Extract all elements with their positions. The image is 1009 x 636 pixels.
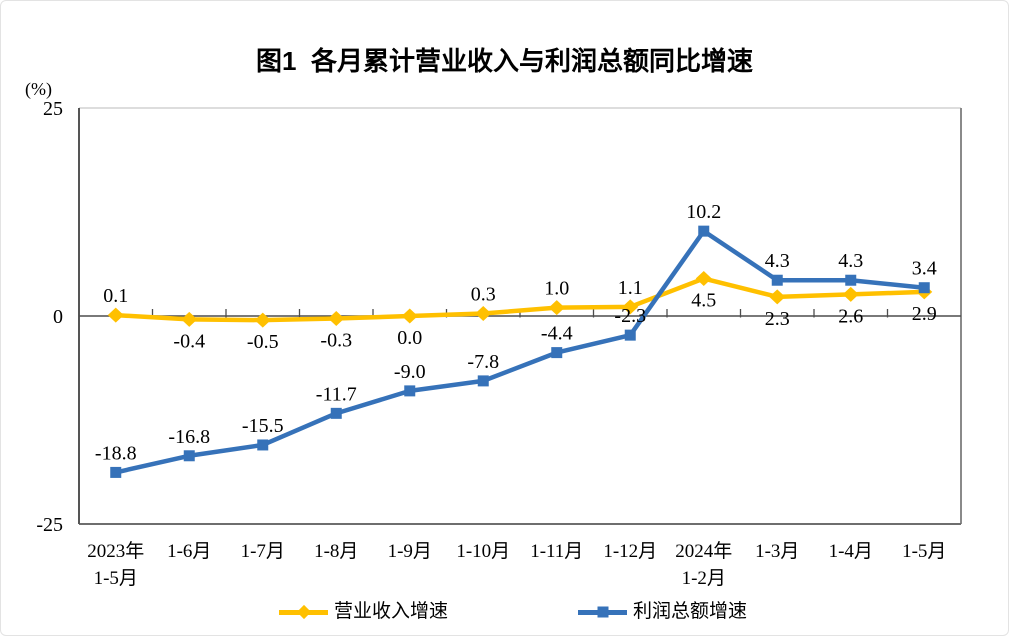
diamond-marker	[328, 310, 345, 326]
square-marker	[845, 274, 857, 286]
x-axis-category-label: 1-12月	[603, 541, 657, 562]
square-marker-icon	[597, 606, 608, 618]
x-axis-category-label: 1-9月	[388, 541, 432, 562]
diamond-marker	[107, 307, 124, 323]
diamond-marker	[401, 308, 418, 324]
data-label: 4.5	[691, 290, 716, 312]
x-axis-category-label: 1-7月	[241, 541, 285, 562]
data-label: 2.3	[765, 308, 790, 330]
data-label: -16.8	[168, 426, 210, 448]
diamond-marker	[622, 299, 639, 315]
data-label: 2.6	[838, 305, 863, 327]
diamond-marker	[695, 271, 712, 287]
square-marker	[330, 407, 342, 419]
x-axis-category-label: 1-3月	[755, 541, 799, 562]
legend-item-profit: 利润总额增速	[578, 601, 747, 623]
data-label: -7.8	[467, 351, 499, 373]
x-axis-category-label: 1-5月	[94, 568, 138, 589]
data-label: -0.4	[173, 330, 205, 352]
square-marker	[110, 466, 122, 478]
square-marker	[183, 450, 195, 462]
x-axis-category-label: 1-11月	[530, 541, 583, 562]
data-label: 10.2	[686, 201, 721, 223]
x-axis-category-label: 1-8月	[314, 541, 358, 562]
data-label: 3.4	[912, 258, 937, 280]
data-label: -2.3	[614, 305, 646, 327]
legend-label-revenue: 营业收入增速	[334, 601, 449, 622]
square-marker	[698, 225, 710, 237]
x-axis-category-label: 2024年	[675, 540, 732, 562]
data-label: -18.8	[95, 442, 137, 464]
diamond-marker	[769, 289, 786, 305]
data-label: 0.0	[397, 327, 422, 349]
series-line-1	[113, 228, 927, 475]
y-axis-unit-label: (%)	[25, 79, 52, 99]
data-label: -15.5	[242, 415, 284, 437]
series-line-0	[113, 276, 927, 323]
data-label: 0.1	[103, 285, 128, 307]
diamond-marker	[842, 286, 859, 302]
diamond-marker	[181, 311, 198, 327]
data-label: -11.7	[316, 383, 357, 405]
square-marker	[918, 282, 930, 294]
data-label: 4.3	[765, 250, 790, 272]
revenue-line-diamond-icon	[279, 604, 328, 620]
diamond-marker	[475, 306, 492, 322]
x-axis-category-label: 1-5月	[902, 541, 946, 562]
diamond-marker	[254, 312, 271, 328]
square-marker	[771, 274, 783, 286]
chart-title: 图1 各月累计营业收入与利润总额同比增速	[256, 46, 753, 76]
diamond-marker	[548, 300, 565, 316]
data-label: -0.3	[320, 329, 352, 351]
x-axis-category-label: 2023年	[87, 540, 144, 562]
profit-line-square-icon	[578, 606, 627, 618]
square-marker	[624, 329, 636, 341]
data-label: 1.1	[618, 277, 643, 299]
square-marker	[477, 375, 489, 387]
data-label: 4.3	[838, 250, 863, 272]
data-label: -9.0	[394, 361, 426, 383]
x-axis-category-label: 1-10月	[456, 541, 510, 562]
y-axis-tick-label: 25	[43, 98, 63, 120]
y-axis-tick-label: 0	[53, 306, 63, 328]
y-axis-tick-label: -25	[36, 514, 63, 536]
data-label: 1.0	[544, 278, 569, 300]
legend-label-profit: 利润总额增速	[633, 601, 748, 622]
data-label: -4.4	[541, 323, 573, 345]
legend-item-revenue: 营业收入增速	[279, 601, 448, 623]
square-marker	[257, 439, 269, 451]
diamond-marker-icon	[296, 604, 311, 620]
x-axis-category-label: 1-4月	[829, 541, 873, 562]
data-label: 2.9	[912, 303, 937, 325]
data-label: 0.3	[471, 284, 496, 306]
square-marker	[404, 385, 416, 397]
x-axis-category-label: 1-6月	[167, 541, 211, 562]
x-axis-category-label: 1-2月	[682, 568, 726, 589]
square-marker	[551, 347, 563, 359]
data-label: -0.5	[247, 331, 279, 353]
